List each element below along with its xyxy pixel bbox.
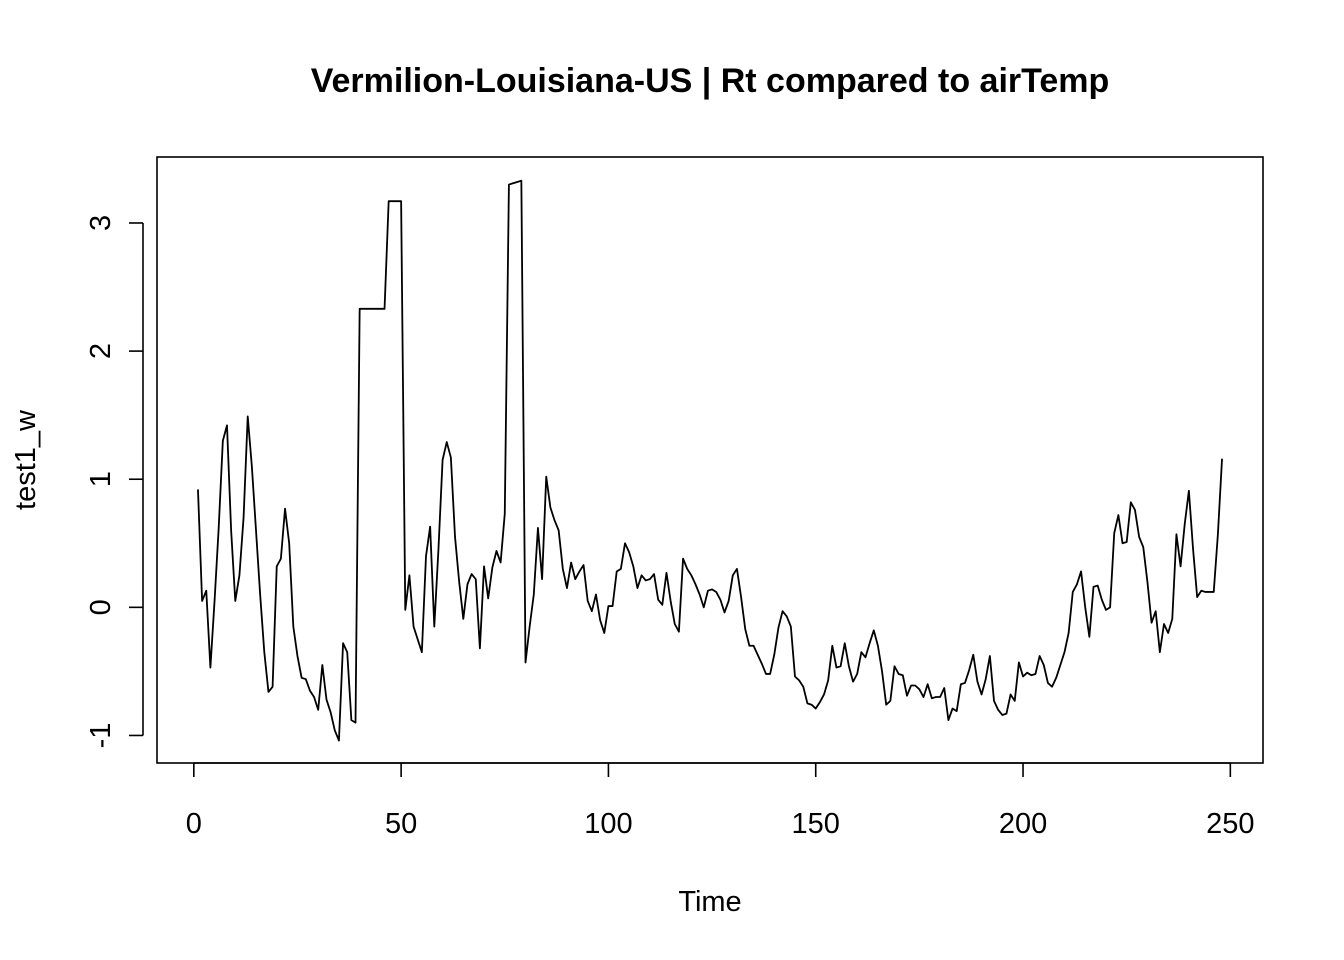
y-tick-label: 0 [85,599,117,615]
x-axis: 0 50 100 150 200 250 [186,762,1255,840]
series-layer [197,179,1223,742]
y-axis: -1 0 1 2 3 [85,215,144,749]
x-axis-label: Time [678,886,741,918]
chart-title: Vermilion-Louisiana-US | Rt compared to … [311,62,1110,100]
x-tick-label: 50 [385,808,417,840]
series-line [197,179,1223,742]
y-axis-label: test1_w [10,409,42,510]
y-tick-label: 1 [85,471,117,487]
x-tick-label: 0 [186,808,202,840]
x-tick-label: 250 [1206,808,1254,840]
x-tick-label: 200 [999,808,1047,840]
y-tick-label: -1 [85,723,117,749]
x-tick-label: 100 [584,808,632,840]
x-tick-label: 150 [792,808,840,840]
y-tick-label: 3 [85,215,117,231]
y-tick-label: 2 [85,343,117,359]
